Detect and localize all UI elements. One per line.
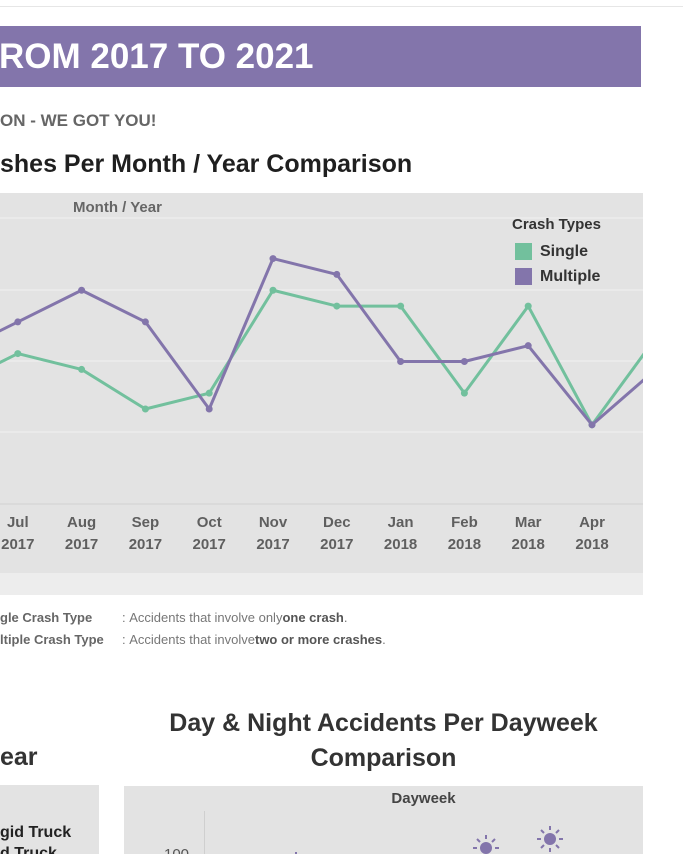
data-point-multiple[interactable] <box>333 270 341 278</box>
data-point-single[interactable] <box>333 302 341 310</box>
footnote-keyword: two or more crashes <box>254 632 383 647</box>
vehicle-label: gid Truck <box>0 824 72 841</box>
legend-swatch-single <box>515 243 532 260</box>
data-point-single[interactable] <box>524 302 532 310</box>
y-tick-label: 100 <box>164 846 189 854</box>
x-tick-month: Mar <box>515 514 542 531</box>
data-point-single[interactable] <box>205 389 213 397</box>
legend-item-multiple[interactable]: Multiple <box>512 264 601 289</box>
x-tick-month: Feb <box>451 514 478 531</box>
legend-item-single[interactable]: Single <box>512 239 601 264</box>
data-point-multiple[interactable] <box>14 318 22 326</box>
sun-icon <box>537 826 563 852</box>
data-point-single[interactable] <box>14 350 22 358</box>
legend-swatch-multiple <box>515 268 532 285</box>
x-tick-year: 2017 <box>129 536 162 553</box>
crash-type-footnotes: gle Crash Type : Accidents that involve … <box>0 607 386 651</box>
top-divider <box>0 6 683 7</box>
x-tick-year: 2018 <box>384 536 417 553</box>
x-tick-month: Aug <box>67 514 96 531</box>
data-point-single[interactable] <box>269 286 277 294</box>
data-point-multiple[interactable] <box>588 421 596 429</box>
vehicle-chart-title: ear <box>0 743 38 771</box>
footnote-text: Accidents that involve <box>129 632 255 647</box>
sun-icon <box>473 835 499 854</box>
x-tick-year: 2017 <box>256 536 289 553</box>
chart-scroll-strip[interactable] <box>0 573 643 595</box>
x-tick-year: 2017 <box>65 536 98 553</box>
footnote-sep: : <box>122 632 126 647</box>
x-tick-month: Jul <box>7 514 29 531</box>
x-tick-year: 2018 <box>448 536 481 553</box>
data-point-multiple[interactable] <box>141 318 149 326</box>
data-point-single[interactable] <box>397 302 405 310</box>
footnote-multiple: ltiple Crash Type : Accidents that invol… <box>0 629 386 651</box>
footnote-text: Accidents that involve only <box>129 610 283 625</box>
footnote-term: gle Crash Type <box>0 610 93 625</box>
dayweek-chart-title: Day & Night Accidents Per Dayweek Compar… <box>169 709 598 772</box>
data-point-multiple[interactable] <box>269 255 277 263</box>
x-tick-year: 2018 <box>512 536 545 553</box>
data-point-single[interactable] <box>78 365 86 373</box>
dashboard-subtitle: ON - WE GOT YOU! <box>0 111 157 130</box>
line-chart-title: shes Per Month / Year Comparison <box>0 150 413 178</box>
x-tick-month: Dec <box>323 514 351 531</box>
footnote-single: gle Crash Type : Accidents that involve … <box>0 607 386 629</box>
x-tick-month: Sep <box>132 514 160 531</box>
dayweek-markers <box>295 826 563 854</box>
crash-types-legend[interactable]: Crash Types Single Multiple <box>512 216 601 289</box>
legend-label-single: Single <box>540 242 589 260</box>
x-tick-month: Jan <box>388 514 414 531</box>
data-point-multiple[interactable] <box>397 358 405 365</box>
data-point-single[interactable] <box>141 405 149 413</box>
footnote-end: . <box>382 632 386 647</box>
y-axis-line <box>204 811 205 854</box>
footnote-end: . <box>343 610 348 625</box>
line-chart[interactable]: Jun2017Jul2017Aug2017Sep2017Oct2017Nov20… <box>0 193 643 595</box>
x-tick-year: 2017 <box>1 536 34 553</box>
dayweek-chart-panel: Dayweek 100 <box>124 786 643 854</box>
x-tick-year: 2018 <box>575 536 608 553</box>
x-tick-month: Apr <box>579 514 605 531</box>
footnote-sep: : <box>122 610 126 625</box>
x-tick-year: 2017 <box>193 536 226 553</box>
series-line-multiple[interactable] <box>0 257 643 427</box>
legend-title: Crash Types <box>512 216 601 233</box>
banner-title: ROM 2017 TO 2021 <box>0 37 314 76</box>
footnote-keyword: one crash <box>282 610 344 625</box>
dashboard-banner: ROM 2017 TO 2021 <box>0 26 641 87</box>
footnote-term: ltiple Crash Type <box>0 632 104 647</box>
vehicle-label: d Truck <box>0 845 57 854</box>
x-tick-month: Oct <box>197 514 222 531</box>
line-chart-panel: Jun2017Jul2017Aug2017Sep2017Oct2017Nov20… <box>0 193 643 595</box>
dayweek-header: Dayweek <box>391 790 456 807</box>
vehicle-chart-panel: gid Truck d Truck <box>0 785 99 854</box>
data-point-multiple[interactable] <box>460 358 468 365</box>
data-point-multiple[interactable] <box>205 405 213 413</box>
data-point-multiple[interactable] <box>78 286 86 294</box>
legend-label-multiple: Multiple <box>540 267 601 285</box>
x-tick-month: Nov <box>259 514 288 531</box>
series-line-single[interactable] <box>0 288 643 427</box>
data-point-single[interactable] <box>460 389 468 397</box>
data-point-multiple[interactable] <box>524 342 532 350</box>
month-year-header: Month / Year <box>73 199 162 216</box>
x-tick-year: 2017 <box>320 536 353 553</box>
